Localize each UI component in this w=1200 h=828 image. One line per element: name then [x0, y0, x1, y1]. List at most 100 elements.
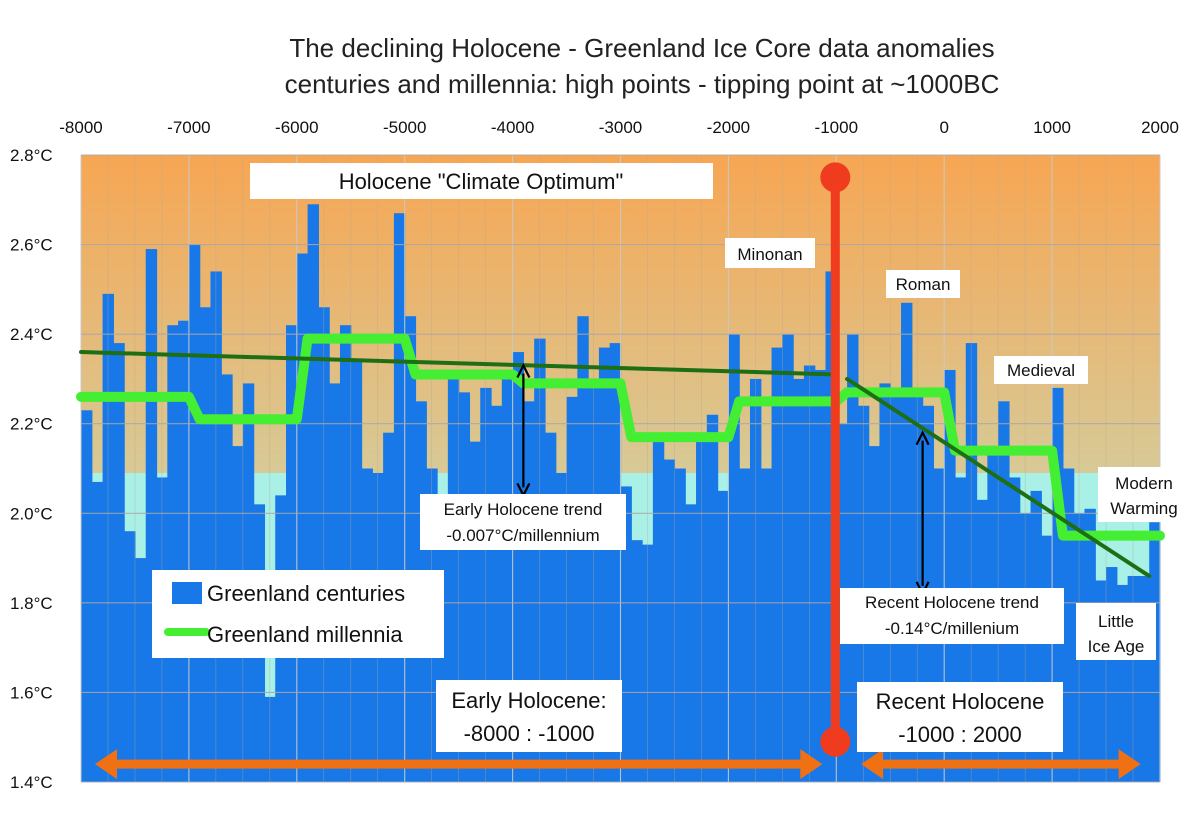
bar-38 — [491, 405, 503, 782]
early-holocene-label: Early Holocene: -8000 : -1000 — [436, 680, 622, 752]
bar-59 — [717, 490, 729, 782]
millennia-line-group — [76, 333, 1165, 541]
bar-94 — [1095, 580, 1107, 782]
y-tick-label-5: 1.8°C — [10, 594, 53, 613]
little-ice-age-text-1: Little — [1098, 612, 1134, 631]
bar-54 — [663, 459, 676, 782]
chart-title: The declining Holocene - Greenland Ice C… — [289, 33, 994, 63]
trend-lines-group — [79, 350, 1152, 578]
range-arrows-group — [95, 749, 1141, 780]
y-tick-label-6: 1.6°C — [10, 683, 53, 702]
bar-1 — [91, 481, 104, 782]
bar-41 — [523, 401, 535, 782]
x-tick-label-6: -2000 — [707, 118, 750, 137]
bar-3 — [113, 343, 125, 782]
bar-80 — [944, 369, 956, 782]
bar-43 — [544, 432, 557, 782]
x-tick-label-0: -8000 — [59, 118, 102, 137]
bar-57 — [696, 432, 708, 782]
bar-24 — [339, 325, 352, 782]
bar-90 — [1052, 387, 1064, 782]
tipping-dot-bottom — [820, 726, 851, 757]
recent-trend-text-2: -0.14°C/millenium — [885, 619, 1019, 638]
legend-label-millennia: Greenland millennia — [207, 622, 403, 647]
minonan-label: Minonan — [725, 238, 815, 268]
little-ice-age-text-2: Ice Age — [1088, 637, 1145, 656]
bar-9 — [178, 320, 190, 782]
y-tick-label-4: 2.0°C — [10, 504, 53, 523]
modern-warming-text-1: Modern — [1115, 474, 1173, 493]
x-tick-label-10: 2000 — [1141, 118, 1179, 137]
climate-optimum-text: Holocene "Climate Optimum" — [339, 169, 624, 194]
y-tick-label-7: 1.4°C — [10, 773, 53, 792]
early-trend-label: Early Holocene trend -0.007°C/millennium — [420, 494, 626, 550]
bar-6 — [145, 249, 158, 783]
x-axis-ticks: -8000 -7000 -6000 -5000 -4000 -3000 -2000 -1000… — [59, 118, 1179, 137]
bar-19 — [286, 325, 298, 782]
recent-range-head-left — [861, 749, 884, 780]
x-tick-label-8: 0 — [939, 118, 948, 137]
bar-5 — [134, 558, 147, 782]
bar-39 — [501, 369, 514, 782]
bar-98 — [1138, 575, 1150, 782]
recent-trend-text-1: Recent Holocene trend — [865, 593, 1039, 612]
y-tick-label-3: 2.2°C — [10, 415, 53, 434]
y-tick-label-1: 2.6°C — [10, 236, 53, 255]
legend-label-centuries: Greenland centuries — [207, 581, 405, 606]
bar-4 — [124, 531, 136, 782]
bar-36 — [469, 441, 481, 782]
x-tick-label-5: -3000 — [599, 118, 642, 137]
legend: Greenland centuries Greenland millennia — [152, 570, 444, 658]
little-ice-age-label: Little Ice Age — [1076, 603, 1156, 660]
millennia-line — [76, 333, 1165, 541]
x-tick-label-1: -7000 — [167, 118, 210, 137]
bar-49 — [609, 343, 622, 782]
bar-51 — [631, 540, 643, 782]
bar-53 — [652, 432, 665, 782]
bar-37 — [480, 387, 492, 782]
bar-48 — [598, 347, 611, 782]
bar-71 — [847, 334, 859, 782]
early-range-head-left — [95, 749, 117, 780]
bar-58 — [706, 414, 719, 782]
bar-34 — [447, 378, 460, 782]
bar-0 — [81, 410, 93, 782]
bar-55 — [674, 468, 686, 782]
early-holocene-text-1: Early Holocene: — [451, 688, 606, 713]
bar-8 — [167, 325, 179, 782]
bar-66 — [793, 378, 805, 782]
bar-45 — [566, 396, 578, 782]
modern-warming-text-2: Warming — [1110, 499, 1177, 518]
bar-11 — [199, 307, 212, 782]
tipping-point-group — [820, 162, 851, 757]
bar-30 — [404, 316, 417, 782]
bar-65 — [782, 334, 794, 782]
recent-holocene-text-2: -1000 : 2000 — [898, 722, 1022, 747]
measure-arrows-group — [516, 363, 930, 597]
bar-96 — [1116, 584, 1129, 782]
y-axis-ticks: 2.8°C 2.6°C 2.4°C 2.2°C 2.0°C 1.8°C 1.6°C 1.4°C — [10, 146, 53, 792]
recent-holocene-label: Recent Holocene -1000 : 2000 — [857, 682, 1063, 752]
climate-optimum-label: Holocene "Climate Optimum" — [250, 163, 713, 199]
y-tick-label-0: 2.8°C — [10, 146, 53, 165]
bar-21 — [307, 204, 319, 782]
roman-text: Roman — [896, 275, 951, 294]
recent-holocene-trend-line — [845, 376, 1152, 578]
bar-74 — [879, 383, 891, 782]
bar-40 — [512, 352, 524, 782]
early-holocene-text-2: -8000 : -1000 — [464, 721, 595, 746]
bar-44 — [555, 472, 568, 782]
early-trend-text-1: Early Holocene trend — [444, 500, 603, 519]
bar-89 — [1041, 535, 1053, 782]
bar-29 — [393, 213, 406, 782]
bar-64 — [771, 347, 783, 782]
y-tick-label-2: 2.4°C — [10, 325, 53, 344]
bar-63 — [760, 468, 773, 782]
bar-91 — [1062, 468, 1075, 782]
bar-76 — [901, 302, 913, 782]
bar-95 — [1106, 567, 1118, 782]
modern-warming-label: Modern Warming — [1098, 467, 1190, 522]
roman-label: Roman — [886, 270, 960, 298]
